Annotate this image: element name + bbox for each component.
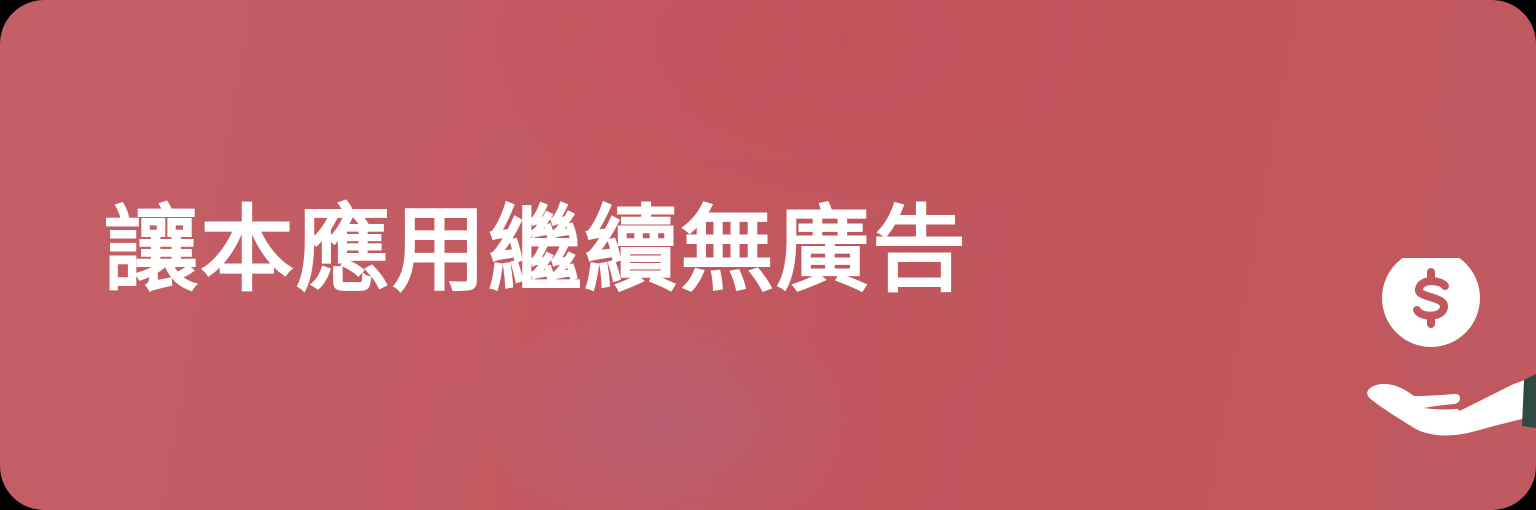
hand-holding-dollar-icon [1367,258,1536,436]
banner-title: 讓本應用繼續無廣告 [104,196,969,305]
